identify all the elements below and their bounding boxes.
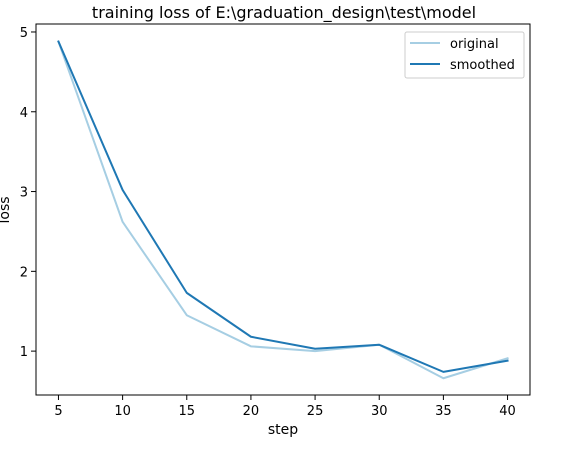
y-tick-label: 3 — [20, 186, 28, 201]
series-lines — [57, 40, 509, 380]
x-axis-ticks: 5 10 15 20 25 30 35 40 — [54, 395, 516, 419]
x-tick-label: 40 — [499, 404, 516, 419]
y-tick-label: 4 — [20, 106, 28, 121]
x-tick-label: 20 — [243, 404, 260, 419]
x-tick-label: 25 — [307, 404, 324, 419]
x-tick-label: 30 — [371, 404, 388, 419]
y-tick-label: 5 — [20, 26, 28, 41]
x-tick-label: 10 — [114, 404, 131, 419]
y-axis-label: loss — [0, 196, 13, 223]
y-axis-ticks: 1 2 3 4 5 — [20, 26, 36, 360]
y-tick-label: 1 — [20, 345, 28, 360]
smoothed-series-line — [57, 40, 509, 373]
chart-title: training loss of E:\graduation_design\te… — [92, 3, 476, 23]
x-tick-label: 5 — [54, 404, 62, 419]
legend-smoothed-label: smoothed — [450, 58, 515, 73]
y-tick-label: 2 — [20, 265, 28, 280]
plot-area-frame — [35, 23, 531, 396]
original-series-line — [57, 40, 509, 380]
x-tick-label: 15 — [178, 404, 195, 419]
legend-original-label: original — [450, 37, 499, 52]
x-axis-label: step — [268, 422, 298, 438]
x-tick-label: 35 — [435, 404, 452, 419]
legend: original smoothed — [404, 31, 525, 79]
